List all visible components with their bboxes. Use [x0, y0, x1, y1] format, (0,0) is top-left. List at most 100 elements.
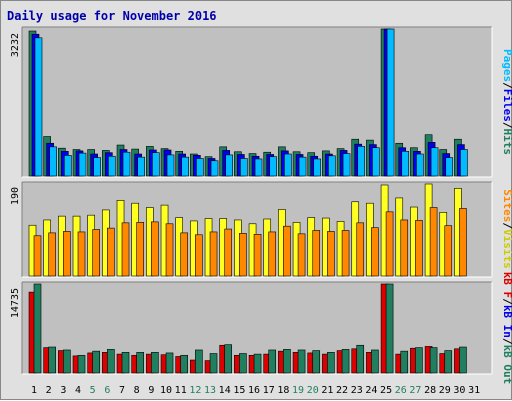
day-label-7: 7 — [119, 385, 125, 396]
legend-middle-part-1: / — [501, 222, 512, 229]
bar-middle-sites-day-11 — [180, 232, 188, 277]
bar-top-pages-day-26 — [401, 151, 410, 177]
day-label-9: 9 — [148, 385, 154, 396]
bar-bottom-kb-out-day-2 — [48, 346, 56, 374]
bar-top-pages-day-11 — [181, 156, 189, 177]
legend-bottom-part-3: / — [501, 338, 512, 345]
bar-middle-sites-day-6 — [107, 227, 115, 277]
bar-bottom-kb-out-day-17 — [268, 349, 277, 374]
bar-middle-sites-day-19 — [297, 233, 306, 277]
bar-top-pages-day-24 — [372, 147, 380, 177]
legend-top-part-3: / — [501, 122, 512, 129]
bar-middle-sites-day-15 — [239, 233, 247, 277]
day-label-22: 22 — [336, 385, 348, 396]
day-label-20: 20 — [307, 385, 319, 396]
bar-top-pages-day-8 — [137, 156, 145, 177]
day-label-30: 30 — [453, 385, 465, 396]
bar-bottom-kb-out-day-25 — [385, 283, 394, 374]
bar-bottom-kb-out-day-6 — [107, 349, 115, 374]
bar-bottom-kb-out-day-29 — [444, 350, 453, 374]
day-label-26: 26 — [395, 385, 407, 396]
legend-bottom-part-4: kB Out — [501, 345, 512, 385]
day-label-19: 19 — [292, 385, 304, 396]
day-label-24: 24 — [365, 385, 377, 396]
bar-bottom-kb-out-day-24 — [371, 349, 379, 374]
bar-top-pages-day-16 — [254, 158, 263, 177]
bar-middle-sites-day-21 — [327, 231, 335, 277]
bar-bottom-kb-out-day-5 — [92, 350, 100, 374]
bar-middle-sites-day-26 — [400, 219, 409, 277]
bar-bottom-kb-out-day-13 — [209, 353, 218, 374]
bar-bottom-kb-out-day-20 — [312, 350, 321, 374]
legend-middle: Sites/Visits — [501, 189, 512, 269]
bar-bottom-kb-out-day-1 — [33, 283, 42, 374]
bar-bottom-kb-out-day-8 — [136, 352, 144, 374]
bar-bottom-kb-out-day-9 — [151, 352, 159, 374]
bar-top-pages-day-12 — [196, 158, 204, 177]
bar-bottom-kb-out-day-3 — [63, 349, 71, 374]
day-label-2: 2 — [46, 385, 52, 396]
bar-bottom-kb-out-day-28 — [429, 347, 438, 374]
day-label-3: 3 — [60, 385, 66, 396]
day-label-6: 6 — [104, 385, 110, 396]
bar-top-pages-day-22 — [342, 153, 351, 177]
legend-top: Pages/Files/Hits — [501, 49, 512, 155]
bar-top-pages-day-18 — [284, 153, 292, 177]
panel-middle-max-label: 190 — [10, 187, 21, 205]
bar-top-pages-day-9 — [152, 152, 160, 177]
bar-middle-sites-day-22 — [341, 230, 350, 277]
day-label-15: 15 — [233, 385, 245, 396]
day-label-8: 8 — [134, 385, 140, 396]
legend-middle-part-2: Visits — [501, 229, 512, 269]
bar-middle-sites-day-30 — [459, 208, 467, 277]
day-label-5: 5 — [90, 385, 96, 396]
bar-bottom-kb-out-day-21 — [327, 352, 335, 374]
bar-bottom-kb-out-day-16 — [253, 353, 262, 374]
bar-top-pages-day-15 — [240, 158, 248, 177]
legend-top-part-1: / — [501, 82, 512, 89]
bar-bottom-kb-out-day-23 — [356, 344, 365, 374]
day-label-14: 14 — [219, 385, 231, 396]
bar-middle-sites-day-2 — [48, 232, 56, 277]
legend-middle-part-0: Sites — [501, 189, 512, 222]
bar-bottom-kb-out-day-19 — [297, 349, 306, 374]
bar-top-pages-day-3 — [64, 155, 72, 177]
bar-middle-sites-day-3 — [63, 231, 71, 277]
bar-top-pages-day-21 — [328, 155, 336, 177]
day-label-17: 17 — [263, 385, 275, 396]
legend-top-part-0: Pages — [501, 49, 512, 82]
legend-bottom-part-0: kB F — [501, 272, 512, 299]
legend-top-part-4: Hits — [501, 129, 512, 156]
bar-top-pages-day-20 — [313, 158, 322, 177]
bar-middle-sites-day-10 — [165, 223, 174, 277]
bar-top-pages-day-23 — [357, 146, 366, 177]
legend-bottom-part-2: kB In — [501, 305, 512, 338]
day-label-21: 21 — [321, 385, 333, 396]
bar-top-pages-day-6 — [108, 155, 116, 177]
chart-title: Daily usage for November 2016 — [7, 9, 217, 23]
bar-middle-sites-day-23 — [356, 222, 365, 277]
bar-top-pages-day-7 — [122, 151, 131, 177]
bar-top-pages-day-13 — [210, 160, 219, 177]
bar-middle-sites-day-14 — [224, 228, 233, 277]
bar-top-pages-day-2 — [49, 146, 57, 177]
bar-bottom-kb-out-day-30 — [459, 346, 467, 374]
day-label-11: 11 — [175, 385, 187, 396]
bar-top-pages-day-14 — [225, 154, 234, 177]
legend-bottom: kB F/kB In/kB Out — [501, 272, 512, 385]
bar-bottom-kb-out-day-18 — [283, 349, 291, 374]
day-label-25: 25 — [380, 385, 392, 396]
bar-middle-sites-day-20 — [312, 230, 321, 277]
day-label-12: 12 — [189, 385, 201, 396]
bar-bottom-kb-out-day-12 — [195, 349, 203, 374]
day-label-29: 29 — [439, 385, 451, 396]
bar-top-pages-day-25 — [386, 28, 395, 177]
day-label-4: 4 — [75, 385, 81, 396]
day-label-1: 1 — [31, 385, 37, 396]
bar-middle-sites-day-28 — [429, 207, 438, 277]
panel-bottom: 14735 — [10, 281, 493, 375]
bar-middle-sites-day-4 — [77, 231, 86, 277]
bar-middle-sites-day-17 — [268, 231, 277, 277]
bar-middle-sites-day-8 — [136, 222, 144, 277]
